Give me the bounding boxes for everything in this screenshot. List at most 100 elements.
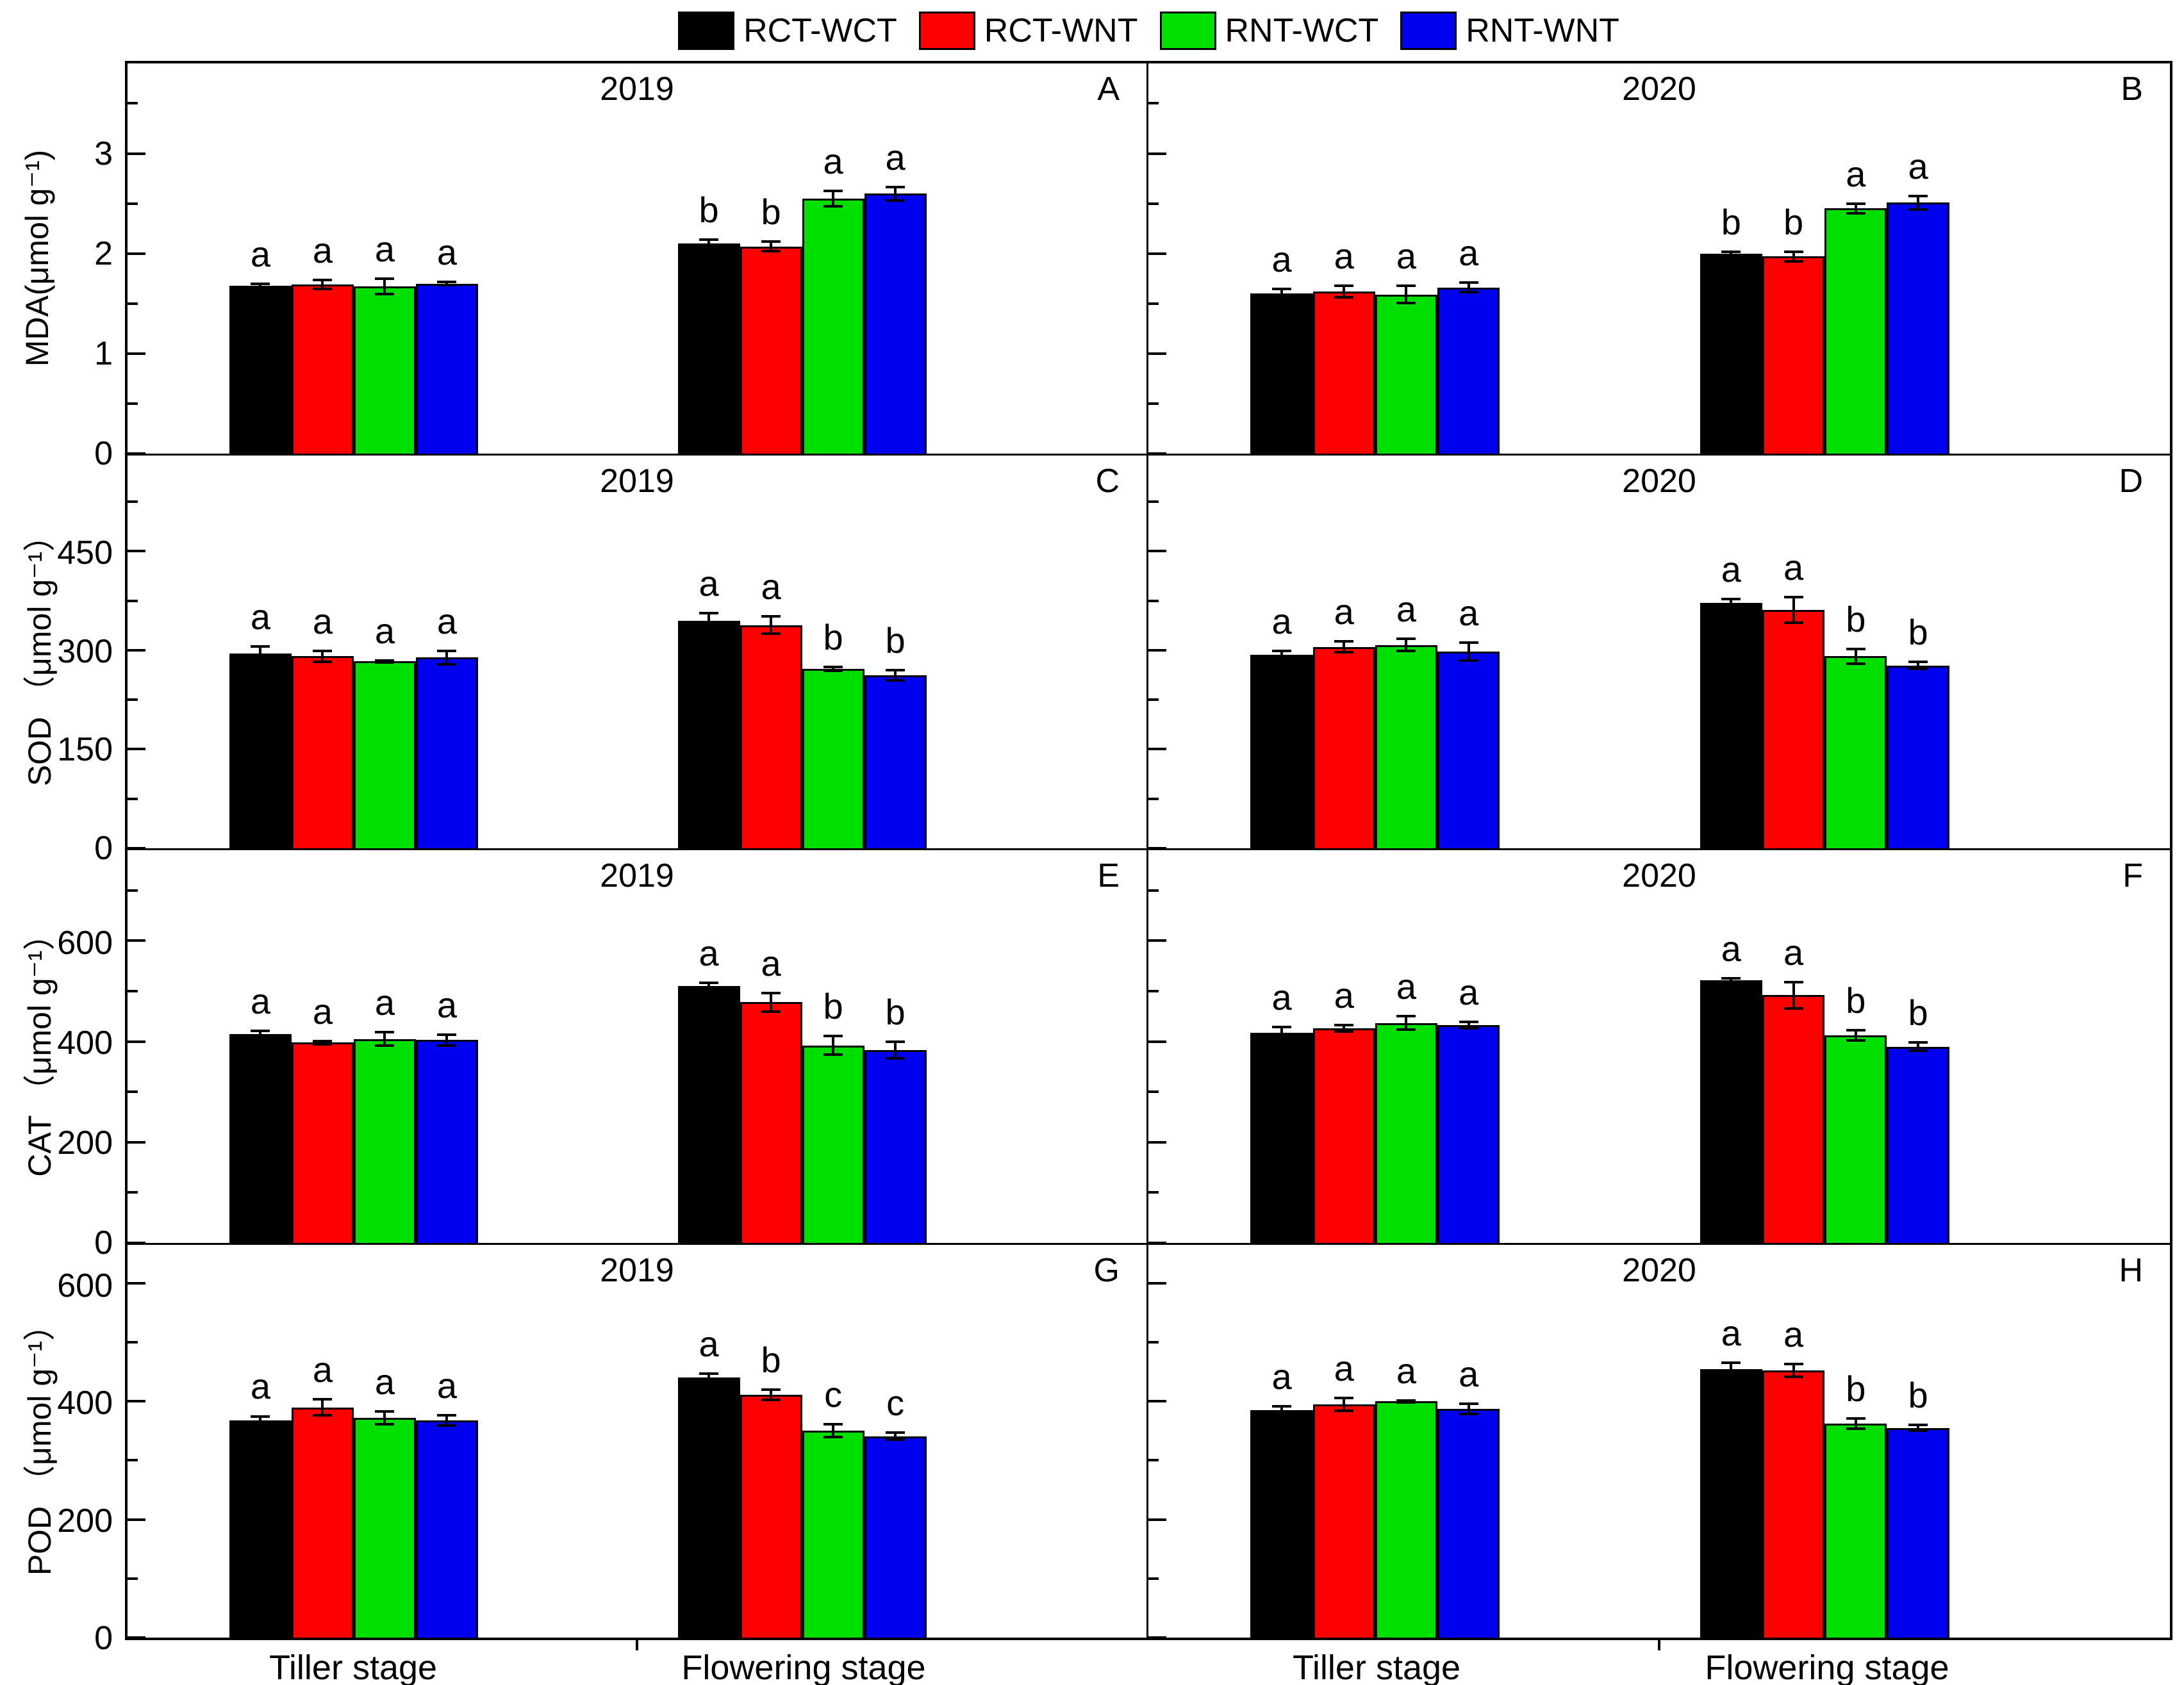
error-bar-cap xyxy=(313,288,333,291)
error-bar-cap xyxy=(1783,1363,1803,1366)
significance-letter: c xyxy=(824,1374,843,1415)
significance-letter: a xyxy=(761,942,781,983)
y-tick-minor xyxy=(128,599,138,602)
error-bar-cap xyxy=(1908,208,1928,211)
bar-rct-wnt xyxy=(291,1407,354,1638)
significance-letter: b xyxy=(885,620,906,661)
bar-rct-wnt xyxy=(740,1002,802,1243)
error-bar-cap xyxy=(699,245,719,249)
error-bar-cap xyxy=(1334,295,1354,299)
error-bar-cap xyxy=(1783,1376,1803,1379)
bar-rnt-wct xyxy=(353,1039,416,1243)
panel-letter: F xyxy=(2122,857,2143,894)
significance-letter: a xyxy=(1396,966,1417,1007)
error-bar xyxy=(1783,980,1803,1010)
bar-rnt-wnt xyxy=(415,1040,478,1243)
significance-letter: a xyxy=(250,233,271,274)
y-tick-major xyxy=(1148,152,1166,155)
panel-letter: D xyxy=(2119,463,2143,500)
y-tick-major xyxy=(1148,1140,1166,1144)
panel-letter: E xyxy=(1097,857,1120,894)
legend-item: RNT-WCT xyxy=(1159,12,1378,50)
error-bar-cap xyxy=(1721,980,1741,983)
y-tick-minor xyxy=(1148,1191,1159,1194)
bar-rct-wct xyxy=(1250,1032,1313,1243)
significance-letter: a xyxy=(1334,975,1354,1016)
y-tick-minor xyxy=(128,698,138,702)
legend-item: RNT-WNT xyxy=(1400,12,1619,50)
bar-rct-wnt xyxy=(1762,256,1825,454)
error-bar-cap xyxy=(1396,637,1416,641)
y-tick-major xyxy=(128,648,145,652)
significance-letter: b xyxy=(823,616,843,657)
y-tick-major xyxy=(128,1040,145,1043)
legend-label: RCT-WNT xyxy=(984,12,1138,49)
error-bar-cap xyxy=(375,1423,395,1426)
y-tick-major xyxy=(1148,550,1166,553)
y-tick-minor xyxy=(128,1191,138,1194)
bar-rct-wct xyxy=(229,653,292,848)
bar-rct-wct xyxy=(677,1377,740,1638)
y-tick-label: 300 xyxy=(57,632,113,670)
error-bar xyxy=(761,1388,781,1402)
y-tick-label: 450 xyxy=(57,534,113,572)
error-bar-cap xyxy=(1783,621,1803,624)
error-bar-cap xyxy=(375,1031,395,1034)
bar-rct-wnt xyxy=(1762,610,1825,848)
error-bar-cap xyxy=(1846,647,1866,650)
error-bar-cap xyxy=(1459,1402,1478,1406)
bar-rnt-wct xyxy=(1375,645,1438,848)
error-bar-cap xyxy=(699,1380,719,1383)
y-tick-major xyxy=(1148,1040,1166,1043)
legend-swatch xyxy=(1159,12,1216,50)
significance-letter: a xyxy=(1908,145,1928,186)
bar-rct-wct xyxy=(1250,655,1313,848)
error-bar xyxy=(313,649,333,663)
error-bar-cap xyxy=(1334,1024,1354,1027)
error-bar-cap xyxy=(437,1033,457,1037)
error-bar-cap xyxy=(437,284,457,287)
y-tick-major xyxy=(128,1636,145,1639)
y-tick-label: 0 xyxy=(94,830,113,867)
error-bar-cap xyxy=(1721,1361,1741,1364)
bar-rct-wct xyxy=(229,1420,292,1638)
y-tick-major xyxy=(128,1400,145,1403)
error-bar-cap xyxy=(375,1044,395,1048)
error-bar-cap xyxy=(1272,1413,1292,1416)
panel-letter: C xyxy=(1095,463,1120,500)
y-tick-minor xyxy=(1148,102,1159,105)
y-tick-minor xyxy=(128,1459,138,1462)
y-tick-major xyxy=(1148,352,1166,355)
error-bar-cap xyxy=(1272,1026,1292,1029)
significance-letter: a xyxy=(312,990,333,1032)
significance-letter: a xyxy=(374,1361,395,1402)
significance-letter: a xyxy=(1334,591,1354,632)
y-tick-minor xyxy=(1148,1577,1159,1580)
bar-rct-wct xyxy=(1250,293,1313,454)
bar-rct-wnt xyxy=(1762,995,1825,1243)
bar-rnt-wnt xyxy=(1437,652,1500,848)
error-bar-cap xyxy=(886,1438,906,1442)
error-bar xyxy=(1721,597,1741,608)
significance-letter: a xyxy=(1783,1314,1804,1355)
y-tick-label: 600 xyxy=(57,924,113,962)
error-bar xyxy=(251,1029,270,1039)
x-center-tick xyxy=(636,1638,638,1650)
error-bar-cap xyxy=(823,189,843,192)
error-bar xyxy=(1459,641,1478,662)
error-bar xyxy=(886,1040,906,1060)
error-bar-cap xyxy=(699,1372,719,1376)
error-bar-cap xyxy=(375,277,395,281)
bar-rct-wnt xyxy=(1312,1404,1375,1638)
error-bar xyxy=(1459,1402,1478,1416)
bar-rnt-wct xyxy=(1375,294,1438,454)
x-center-tick xyxy=(1658,1638,1660,1650)
y-tick-major xyxy=(1148,1518,1166,1521)
y-tick-label: 0 xyxy=(94,1620,113,1657)
y-tick-minor xyxy=(1148,1341,1159,1344)
error-bar xyxy=(1846,202,1866,215)
y-tick-label: 200 xyxy=(57,1502,113,1540)
error-bar xyxy=(1272,287,1292,300)
